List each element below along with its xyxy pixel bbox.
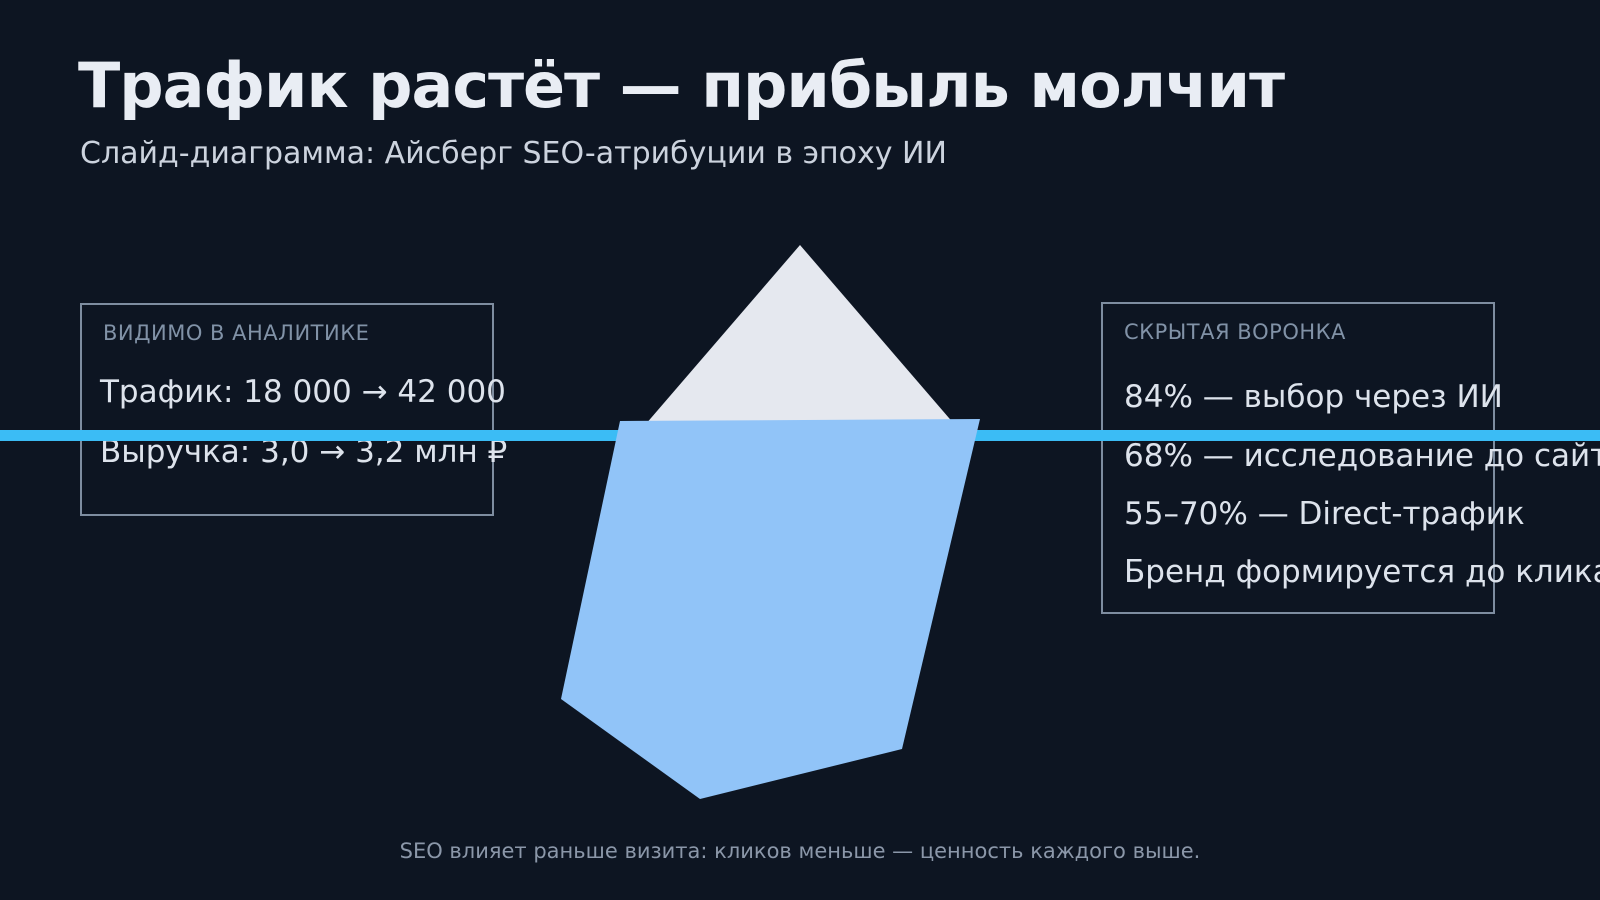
footer-caption: SEO влияет раньше визита: кликов меньше … <box>399 839 1201 863</box>
visible-analytics-panel: ВИДИМО В АНАЛИТИКЕ Трафик: 18 000 → 42 0… <box>80 303 507 516</box>
slide-title: Трафик растёт — прибыль молчит <box>78 49 1285 122</box>
direct-traffic-stat: 55–70% — Direct-трафик <box>1124 496 1525 532</box>
slide-subtitle: Слайд-диаграмма: Айсберг SEO-атрибуции в… <box>80 136 947 171</box>
research-stat: 68% — исследование до сайта <box>1124 438 1600 474</box>
ai-choice-stat: 84% — выбор через ИИ <box>1124 379 1503 415</box>
iceberg-tip-shape <box>645 245 955 425</box>
hidden-funnel-header: СКРЫТАЯ ВОРОНКА <box>1124 320 1346 344</box>
traffic-metric: Трафик: 18 000 → 42 000 <box>100 374 506 410</box>
visible-analytics-header: ВИДИМО В АНАЛИТИКЕ <box>103 321 370 345</box>
iceberg-underwater-shape <box>561 419 980 799</box>
hidden-funnel-panel: СКРЫТАЯ ВОРОНКА 84% — выбор через ИИ 68%… <box>1101 302 1600 614</box>
waterline <box>0 430 1600 441</box>
brand-formation-stat: Бренд формируется до клика <box>1124 554 1600 590</box>
